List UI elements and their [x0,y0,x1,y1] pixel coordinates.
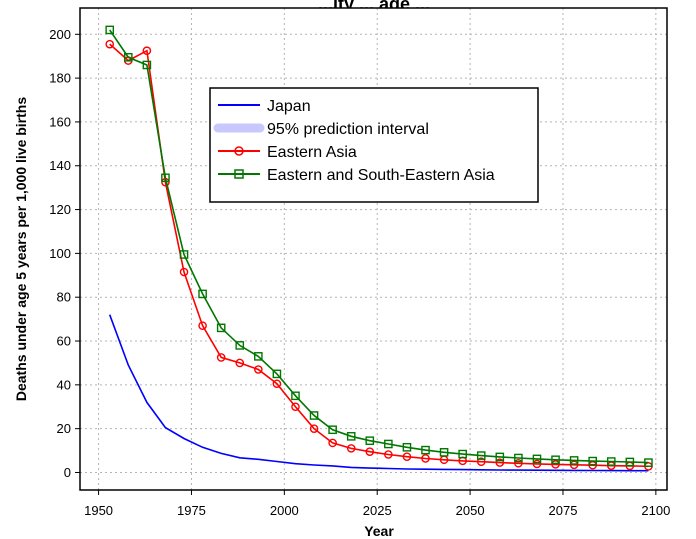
data-point [179,267,189,277]
legend-label: Eastern and South-Eastern Asia [267,167,495,184]
data-point [198,321,207,330]
y-tick-label: 120 [49,202,71,217]
data-point [458,449,467,459]
data-point [532,459,542,469]
plot-background [80,8,667,490]
y-axis: 0 20 40 60 80 100 120 140 160 180 200 [49,27,80,480]
legend-label: 95% prediction interval [267,121,429,138]
data-point [421,454,430,463]
data-point [402,442,412,452]
data-point [365,436,375,446]
x-tick-label: 2050 [456,503,485,518]
series-line [108,314,649,472]
data-point [198,289,207,299]
data-point [346,444,356,453]
data-point [216,353,226,362]
data-point [476,451,486,460]
data-point [495,452,505,462]
y-tick-label: 80 [57,290,71,305]
data-point [235,358,245,368]
data-point [179,250,189,259]
data-point [569,460,579,470]
data-point [384,450,393,459]
y-tick-label: 0 [64,465,71,480]
legend-item: Japan [218,98,311,115]
series-layer [105,25,653,472]
data-point [328,438,337,448]
data-point [272,369,282,379]
data-point [625,457,635,467]
data-point [309,424,319,433]
data-point [142,60,152,70]
x-axis-title: Year [364,523,394,539]
data-point [291,402,300,412]
data-point [606,457,616,466]
data-point [365,447,375,456]
legend-item: 95% prediction interval [213,121,429,138]
x-tick-label: 2100 [641,503,670,518]
series-japan [108,314,649,472]
x-tick-label: 1950 [84,503,113,518]
data-point [105,25,115,35]
data-point [254,365,263,374]
series-eastern-asia [105,39,653,471]
data-point [569,456,579,465]
data-point [514,453,523,463]
data-point [495,458,505,467]
legend-marker [234,146,244,156]
data-point [439,448,449,457]
data-point [514,458,523,468]
data-point [644,458,653,467]
legend-box [209,87,539,203]
data-point [384,439,393,449]
legend-label: Japan [267,98,311,115]
data-point [123,52,133,62]
y-tick-label: 20 [57,421,71,436]
data-point [291,391,300,401]
x-tick-label: 2075 [549,503,578,518]
data-point [216,323,226,333]
data-point [105,39,115,49]
y-tick-label: 60 [57,334,71,349]
data-point [476,457,486,467]
data-point [421,445,430,455]
plot-frame [79,7,668,491]
data-point [551,460,560,469]
y-tick-label: 200 [49,27,71,42]
data-point [588,456,597,466]
legend-item: Eastern and South-Eastern Asia [218,167,495,184]
legend: Japan 95% prediction interval Eastern Asia… [209,87,539,203]
data-point [254,352,263,361]
x-tick-label: 2025 [363,503,392,518]
data-point [142,46,152,56]
y-axis-title: Deaths under age 5 years per 1,000 live … [13,97,29,401]
data-point [532,454,542,464]
data-point [235,341,245,350]
legend-marker [234,169,244,179]
data-point [551,455,560,465]
legend-item: Eastern Asia [218,144,357,161]
y-tick-label: 180 [49,71,71,86]
legend-label: Eastern Asia [267,144,357,161]
data-point [402,452,412,461]
x-axis: 1950 1975 2000 2025 2050 2075 2100 [84,490,670,518]
y-tick-label: 100 [49,246,71,261]
data-point [309,411,319,420]
data-point [328,425,337,435]
x-tick-label: 1975 [177,503,206,518]
x-tick-label: 2000 [270,503,299,518]
data-point [272,379,282,389]
y-tick-label: 140 [49,158,71,173]
data-point [346,432,356,441]
y-tick-label: 160 [49,114,71,129]
data-point [161,173,170,183]
y-tick-label: 40 [57,377,71,392]
gridlines [80,8,667,490]
series-eastern-and-south-eastern-asia [105,25,653,467]
